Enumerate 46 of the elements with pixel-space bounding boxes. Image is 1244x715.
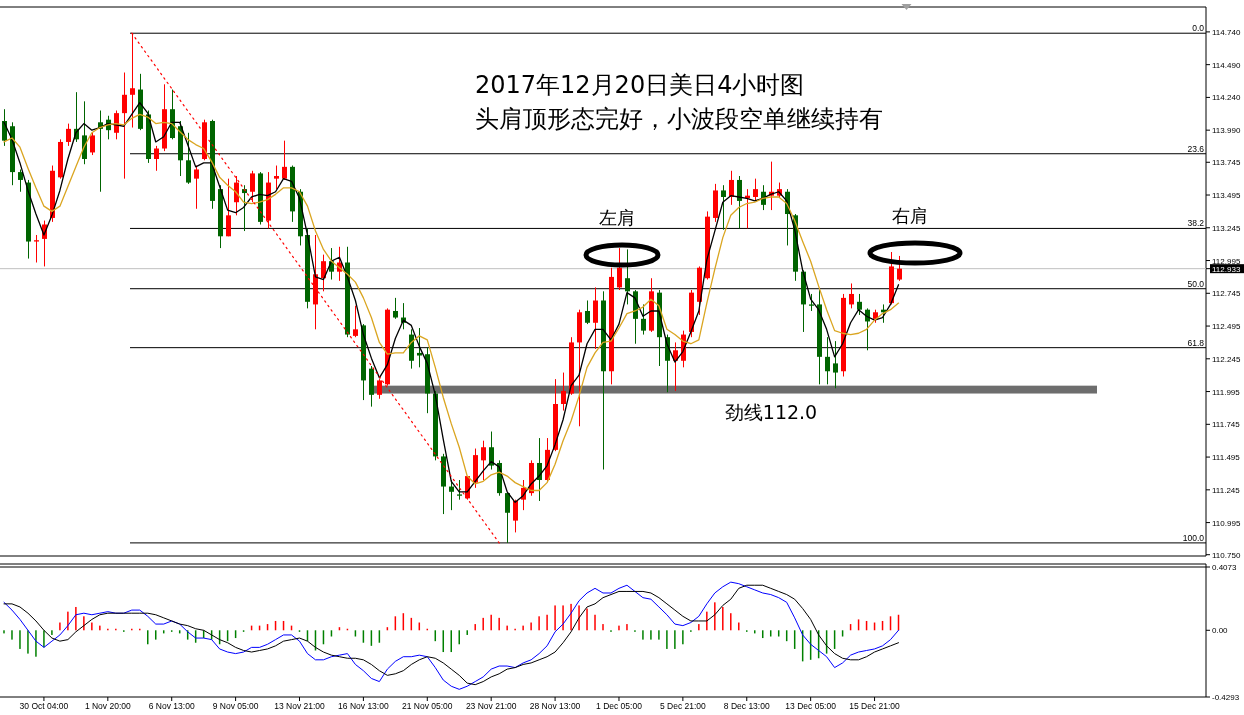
x-tick-label: 28 Nov 13:00	[529, 701, 581, 711]
x-tick-label: 30 Oct 04:00	[19, 701, 69, 711]
x-tick-label: 5 Dec 21:00	[659, 701, 707, 711]
y-tick-label: 112.495	[1212, 321, 1241, 331]
x-tick-label: 21 Nov 05:00	[402, 701, 453, 711]
y-tick-label: -0.4293	[1212, 692, 1240, 702]
y-tick-label: 114.740	[1212, 27, 1241, 37]
annotation: 0.0	[1192, 23, 1205, 34]
y-tick-label: 0.00	[1212, 625, 1229, 635]
x-tick-label: 16 Nov 13:00	[338, 701, 389, 711]
x-tick-label: 23 Nov 21:00	[465, 701, 517, 711]
y-tick-label: 113.990	[1212, 125, 1241, 135]
text: 头肩顶形态完好，小波段空单继续持有	[475, 105, 883, 133]
y-tick-label: 112.933	[1212, 264, 1241, 274]
annotation: 38.2	[1187, 218, 1205, 229]
annotation: 61.8	[1187, 337, 1205, 348]
y-tick-label: 111.245	[1212, 485, 1241, 495]
x-tick-label: 13 Nov 21:00	[274, 701, 326, 711]
y-tick-label: 112.745	[1212, 288, 1241, 298]
x-tick-label: 13 Dec 05:00	[785, 701, 837, 711]
text: 2017年12月20日美日4小时图	[475, 71, 805, 99]
x-tick-label: 15 Dec 21:00	[849, 701, 901, 711]
x-tick-label: 9 Nov 05:00	[212, 701, 259, 711]
y-tick-label: 114.490	[1212, 60, 1241, 70]
x-tick-label: 1 Dec 05:00	[596, 701, 643, 711]
y-tick-label: 112.995	[1212, 256, 1241, 266]
annotation: 左肩	[599, 207, 635, 228]
x-tick-label: 6 Nov 13:00	[148, 701, 195, 711]
y-tick-label: 110.995	[1212, 518, 1241, 528]
band-label: 劲线112.0	[724, 400, 818, 423]
y-tick-label: 0.4073	[1212, 562, 1238, 572]
x-tick-label: 1 Nov 20:00	[84, 701, 132, 711]
x-tick-label: 8 Dec 13:00	[723, 701, 770, 711]
y-tick-label: 114.240	[1212, 92, 1241, 102]
annotation: 23.6	[1187, 143, 1205, 154]
y-tick-label: 113.495	[1212, 190, 1241, 200]
y-tick-label: 112.245	[1212, 354, 1241, 364]
annotation: 50.0	[1187, 278, 1205, 289]
y-tick-label: 111.745	[1212, 419, 1241, 429]
y-tick-label: 110.750	[1212, 550, 1241, 560]
y-tick-label: 111.495	[1212, 452, 1241, 462]
annotation: 右肩	[892, 205, 928, 226]
y-tick-label: 113.245	[1212, 223, 1241, 233]
annotation: 100.0	[1182, 532, 1205, 543]
y-tick-label: 113.745	[1212, 157, 1241, 167]
y-tick-label: 111.995	[1212, 387, 1241, 397]
